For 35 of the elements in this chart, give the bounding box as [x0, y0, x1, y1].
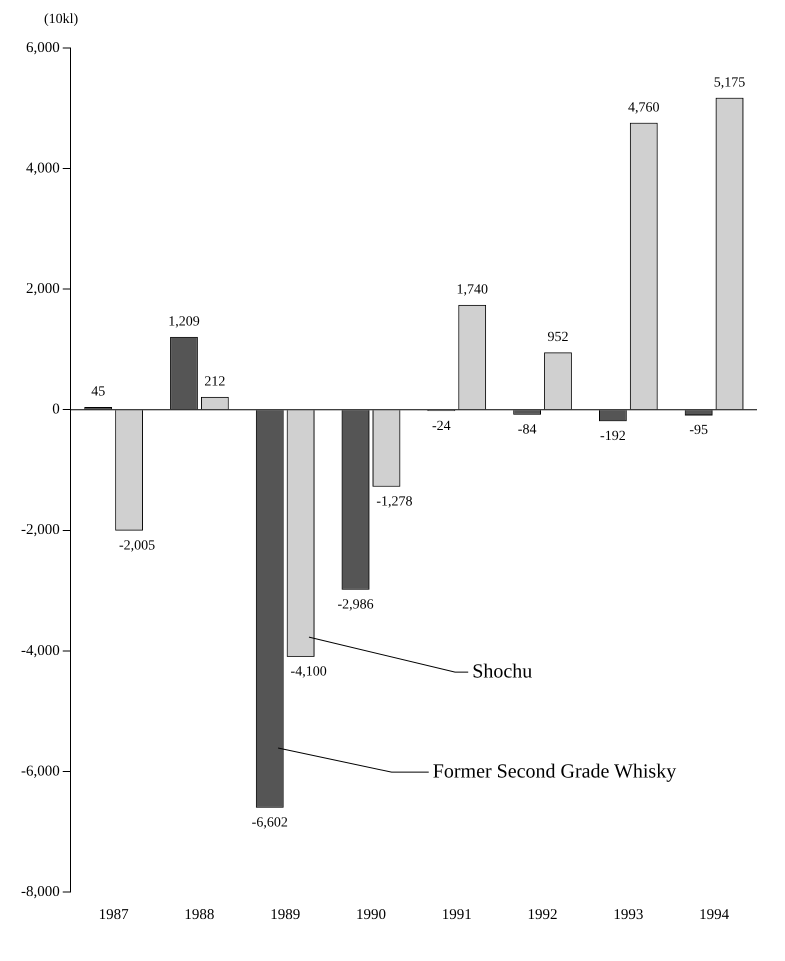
data-label: 1,740 — [456, 282, 488, 298]
data-label: -6,602 — [252, 815, 288, 830]
y-tick-label: 6,000 — [26, 40, 60, 56]
data-label: 45 — [91, 384, 106, 400]
y-tick-label: 0 — [52, 402, 60, 418]
x-tick-label: 1994 — [699, 906, 730, 923]
y-axis-title: (10kl) — [44, 12, 78, 28]
y-tick-label: 4,000 — [26, 160, 60, 177]
x-tick-label: 1990 — [356, 906, 386, 923]
y-tick-label: 2,000 — [26, 281, 60, 298]
x-tick-label: 1991 — [442, 906, 472, 923]
data-label: -4,100 — [290, 664, 327, 680]
data-label: -1,278 — [376, 494, 413, 510]
data-label: 5,175 — [714, 75, 746, 90]
data-label: 952 — [547, 330, 568, 345]
data-label: 212 — [204, 374, 226, 390]
data-label: -95 — [689, 423, 708, 438]
y-tick-label: -6,000 — [20, 763, 60, 780]
text: Shochu — [472, 660, 532, 682]
data-label: -24 — [432, 418, 451, 434]
data-label: -2,986 — [337, 597, 374, 612]
data-label: 1,209 — [168, 314, 200, 330]
x-tick-label: 1989 — [270, 906, 300, 923]
data-label: -192 — [600, 428, 626, 444]
data-label: 4,760 — [628, 100, 660, 116]
x-tick-label: 1988 — [184, 906, 214, 923]
y-tick-label: -4,000 — [20, 642, 60, 659]
text: Former Second Grade Whisky — [432, 760, 676, 782]
x-tick-label: 1992 — [528, 906, 558, 923]
y-tick-label: -2,000 — [20, 522, 60, 538]
data-label: -2,005 — [118, 538, 156, 554]
data-label: -84 — [518, 422, 536, 438]
x-tick-label: 1993 — [613, 906, 644, 923]
y-tick-label: -8,000 — [20, 884, 60, 900]
x-tick-label: 1987 — [98, 906, 130, 923]
